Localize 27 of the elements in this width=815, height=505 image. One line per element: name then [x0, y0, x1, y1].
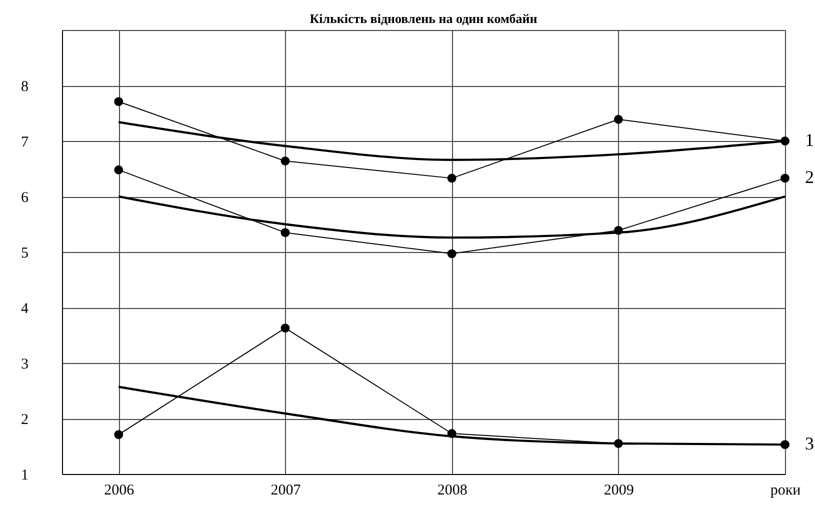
series-label: 2 — [805, 167, 814, 188]
y-tick-label: 4 — [21, 301, 29, 317]
point — [114, 165, 124, 174]
x-tick-label: 2008 — [437, 482, 468, 498]
point — [614, 114, 623, 124]
x-tick-label: 2009 — [604, 482, 634, 498]
point — [447, 249, 456, 258]
point — [780, 174, 790, 183]
y-tick-label: 5 — [21, 246, 28, 262]
x-axis-title: роки — [770, 482, 801, 498]
y-tick-label: 7 — [21, 134, 29, 150]
y-tick-label: 6 — [21, 190, 29, 206]
y-tick-label: 8 — [21, 79, 28, 95]
point — [114, 97, 124, 106]
y-tick-label: 1 — [21, 468, 28, 484]
x-tick-label: 2007 — [270, 482, 302, 498]
point — [447, 174, 456, 183]
point — [280, 324, 290, 332]
x-tick-label: 2006 — [104, 482, 135, 498]
y-tick-label: 2 — [21, 412, 28, 428]
chart-title: Кількість відновлень на один комбайн — [310, 11, 538, 26]
y-tick-label: 3 — [21, 356, 28, 372]
point — [280, 228, 290, 238]
point — [114, 430, 124, 440]
series-label: 3 — [805, 434, 814, 454]
point — [280, 156, 290, 166]
series-label: 1 — [805, 130, 814, 150]
